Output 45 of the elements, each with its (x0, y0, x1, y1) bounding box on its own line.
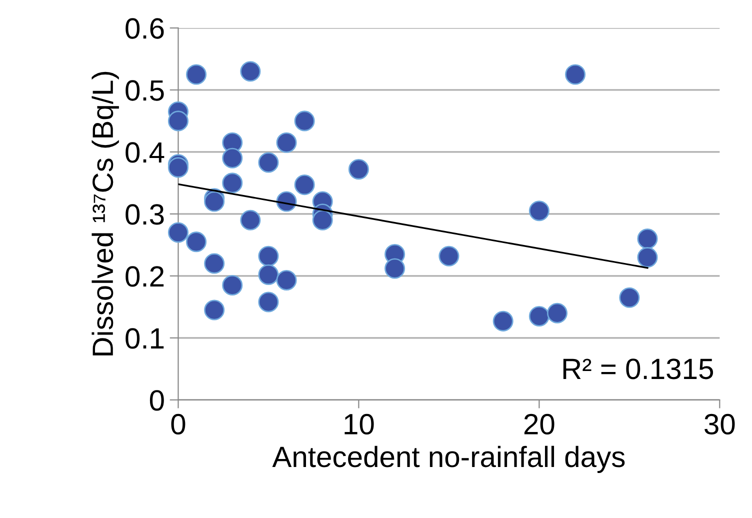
point (222, 148, 243, 168)
x-tick-label: 20 (524, 414, 554, 435)
point (240, 210, 261, 230)
point (565, 64, 586, 85)
point (276, 270, 297, 291)
point (168, 222, 188, 243)
point (312, 210, 333, 230)
point (528, 200, 550, 222)
point (348, 159, 369, 180)
x-tick-label: 0 (171, 414, 186, 435)
point (492, 310, 514, 332)
point (528, 306, 550, 326)
point (276, 132, 297, 153)
point (204, 253, 225, 274)
point (222, 172, 243, 194)
y-tick-label: 0.4 (126, 142, 164, 163)
point (384, 258, 406, 279)
y-axis-title: Dissolved ¹³⁷Cs (Bq/L) (92, 72, 119, 356)
x-tick-label: 30 (704, 414, 735, 435)
point (258, 292, 279, 312)
y-tick-label: 0.2 (126, 266, 164, 287)
point (637, 247, 658, 268)
point (222, 274, 243, 296)
point (546, 302, 568, 324)
point (258, 246, 279, 266)
point (186, 64, 207, 85)
y-tick-label: 0.3 (126, 204, 164, 225)
y-tick-label: 0.6 (126, 18, 164, 39)
point (186, 232, 207, 252)
y-tick-label: 0.5 (126, 80, 164, 101)
point (258, 152, 279, 173)
point (204, 300, 225, 320)
point (619, 287, 640, 308)
point (294, 174, 315, 196)
x-tick-label: 10 (344, 414, 374, 435)
point (294, 110, 315, 132)
y-tick-label: 0 (150, 390, 164, 411)
y-tick-label: 0.1 (126, 328, 164, 349)
point (438, 246, 460, 266)
point (637, 228, 658, 249)
x-axis-title: Antecedent no-rainfall days (272, 446, 625, 474)
point (168, 110, 188, 132)
point (258, 264, 279, 285)
annotation: R² = 0.1315 (563, 358, 714, 380)
point (240, 61, 261, 82)
